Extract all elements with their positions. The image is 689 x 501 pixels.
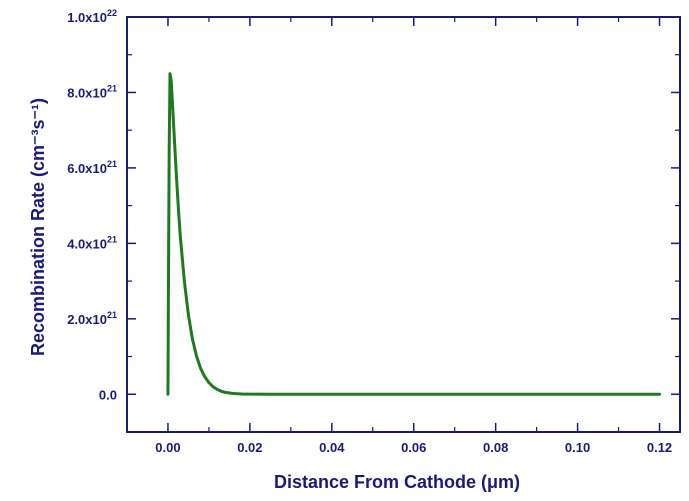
- x-tick-label: 0.02: [237, 440, 262, 455]
- y-tick-label: 1.0x1022: [67, 8, 117, 25]
- x-axis-title-close: ): [514, 472, 520, 492]
- y-tick-mantissa: 4.0x10: [67, 236, 107, 251]
- x-tick-label: 0.08: [483, 440, 508, 455]
- series-layer: [166, 72, 662, 396]
- x-tick-label: 0.00: [155, 440, 180, 455]
- recombination-rate-line: [166, 72, 662, 396]
- x-tick-label: 0.10: [565, 440, 590, 455]
- y-tick-exponent: 22: [107, 8, 117, 18]
- x-axis-title-main: Distance From Cathode (: [274, 472, 487, 492]
- x-axis-title: Distance From Cathode (μm): [274, 472, 520, 492]
- y-axis-ticks: 0.02.0x10214.0x10216.0x10218.0x10211.0x1…: [67, 8, 680, 402]
- plot-frame: [126, 16, 681, 433]
- y-tick-label: 4.0x1021: [67, 234, 117, 251]
- y-tick-label: 0.0: [99, 387, 117, 402]
- x-tick-label: 0.06: [401, 440, 426, 455]
- y-tick-mantissa: 2.0x10: [67, 312, 107, 327]
- y-tick-exponent: 21: [107, 234, 117, 244]
- x-axis-ticks: 0.00 0.02 0.04 0.06 0.08 0.10 0.12: [155, 17, 672, 455]
- y-axis-title: Recombination Rate (cm⁻³s⁻¹): [28, 98, 48, 356]
- axes-frame: [126, 16, 681, 433]
- y-tick-label: 6.0x1021: [67, 159, 117, 176]
- x-axis-title-unit: μm: [487, 472, 514, 492]
- y-tick-exponent: 21: [107, 159, 117, 169]
- y-tick-exponent: 21: [107, 83, 117, 93]
- y-tick-mantissa: 8.0x10: [67, 85, 107, 100]
- x-tick-label: 0.04: [319, 440, 345, 455]
- y-tick-mantissa: 1.0x10: [67, 10, 107, 25]
- x-tick-label: 0.12: [647, 440, 672, 455]
- y-tick-exponent: 21: [107, 310, 117, 320]
- y-tick-label: 8.0x1021: [67, 83, 117, 100]
- y-tick-mantissa: 6.0x10: [67, 161, 107, 176]
- y-tick-label: 2.0x1021: [67, 310, 117, 327]
